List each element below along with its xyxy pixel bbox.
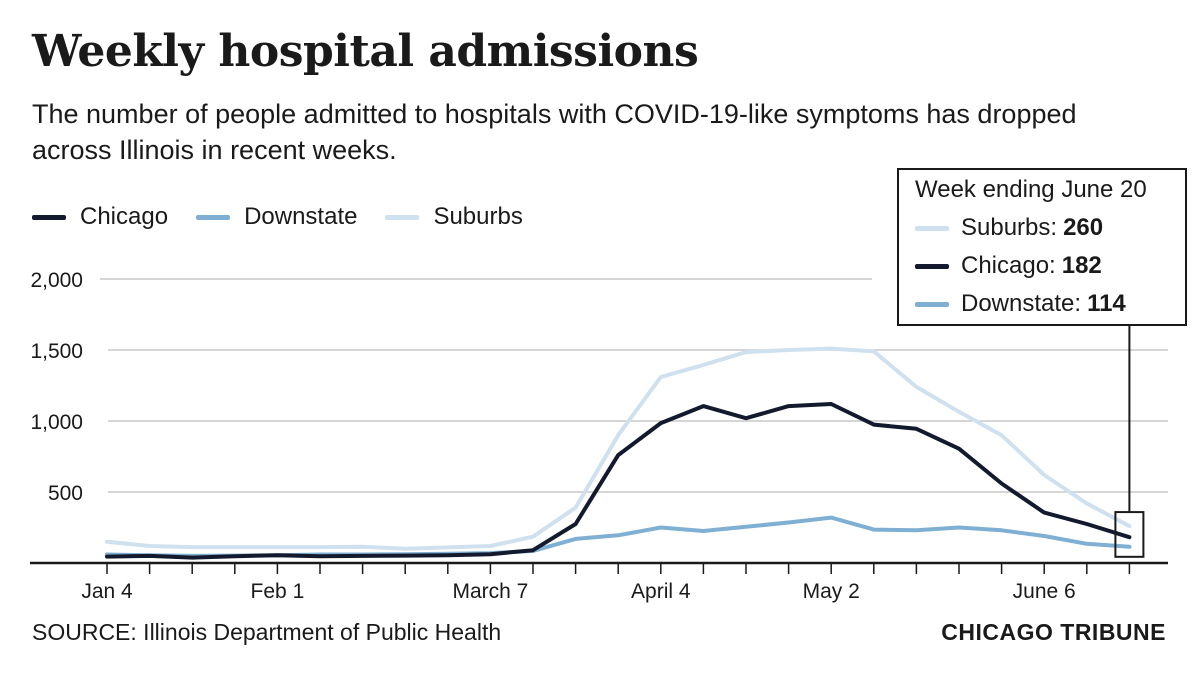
series-line-suburbs bbox=[105, 346, 1132, 551]
series-line-chicago bbox=[105, 402, 1132, 560]
callout-box: Week ending June 20 Suburbs: 260 Chicago… bbox=[897, 168, 1187, 326]
legend-item-downstate: Downstate bbox=[196, 203, 357, 231]
legend-swatch-downstate bbox=[196, 214, 231, 220]
y-tick-label-1000: 1,000 bbox=[30, 411, 83, 434]
callout-label-suburbs: Suburbs: bbox=[961, 214, 1058, 241]
y-tick-label-500: 500 bbox=[48, 482, 83, 505]
callout-label-downstate: Downstate: bbox=[961, 290, 1082, 317]
x-tick-label-feb-1: Feb 1 bbox=[251, 580, 305, 603]
callout-value-suburbs: 260 bbox=[1063, 214, 1104, 241]
callout-value-chicago: 182 bbox=[1061, 252, 1102, 279]
callout-label-chicago: Chicago: bbox=[961, 252, 1056, 279]
legend-swatch-suburbs bbox=[385, 214, 420, 220]
x-tick-label-jan-4: Jan 4 bbox=[81, 580, 133, 603]
legend-item-chicago: Chicago bbox=[32, 203, 168, 231]
callout-row-chicago: Chicago: 182 bbox=[915, 247, 1185, 285]
legend-label-downstate: Downstate bbox=[244, 203, 358, 230]
callout-swatch-chicago bbox=[915, 263, 949, 269]
callout-value-downstate: 114 bbox=[1087, 290, 1126, 317]
callout-row-suburbs: Suburbs: 260 bbox=[915, 209, 1185, 247]
y-tick-label-2000: 2,000 bbox=[30, 269, 83, 292]
legend-swatch-chicago bbox=[32, 214, 66, 220]
callout-heading: Week ending June 20 bbox=[915, 176, 1147, 203]
callout-row-downstate: Downstate: 114 bbox=[915, 285, 1185, 323]
publisher-logo: CHICAGO TRIBUNE bbox=[941, 619, 1166, 645]
chart-title: Weekly hospital admissions bbox=[32, 26, 699, 77]
x-tick-label-may-2: May 2 bbox=[803, 580, 860, 603]
x-tick-label-june-6: June 6 bbox=[1013, 580, 1076, 603]
source-note: SOURCE: Illinois Department of Public He… bbox=[32, 619, 502, 645]
legend-item-suburbs: Suburbs bbox=[385, 203, 523, 231]
x-tick-label-april-4: April 4 bbox=[631, 580, 691, 603]
callout-swatch-downstate bbox=[915, 301, 949, 307]
x-tick-label-march-7: March 7 bbox=[452, 580, 528, 603]
legend-label-chicago: Chicago bbox=[80, 203, 169, 230]
series-line-downstate bbox=[105, 515, 1132, 558]
legend-label-suburbs: Suburbs bbox=[433, 203, 523, 230]
y-tick-label-1500: 1,500 bbox=[30, 340, 83, 363]
callout-swatch-suburbs bbox=[915, 225, 949, 231]
legend: Chicago Downstate Suburbs bbox=[32, 203, 523, 231]
chart-subtitle: The number of people admitted to hospita… bbox=[32, 99, 1077, 165]
